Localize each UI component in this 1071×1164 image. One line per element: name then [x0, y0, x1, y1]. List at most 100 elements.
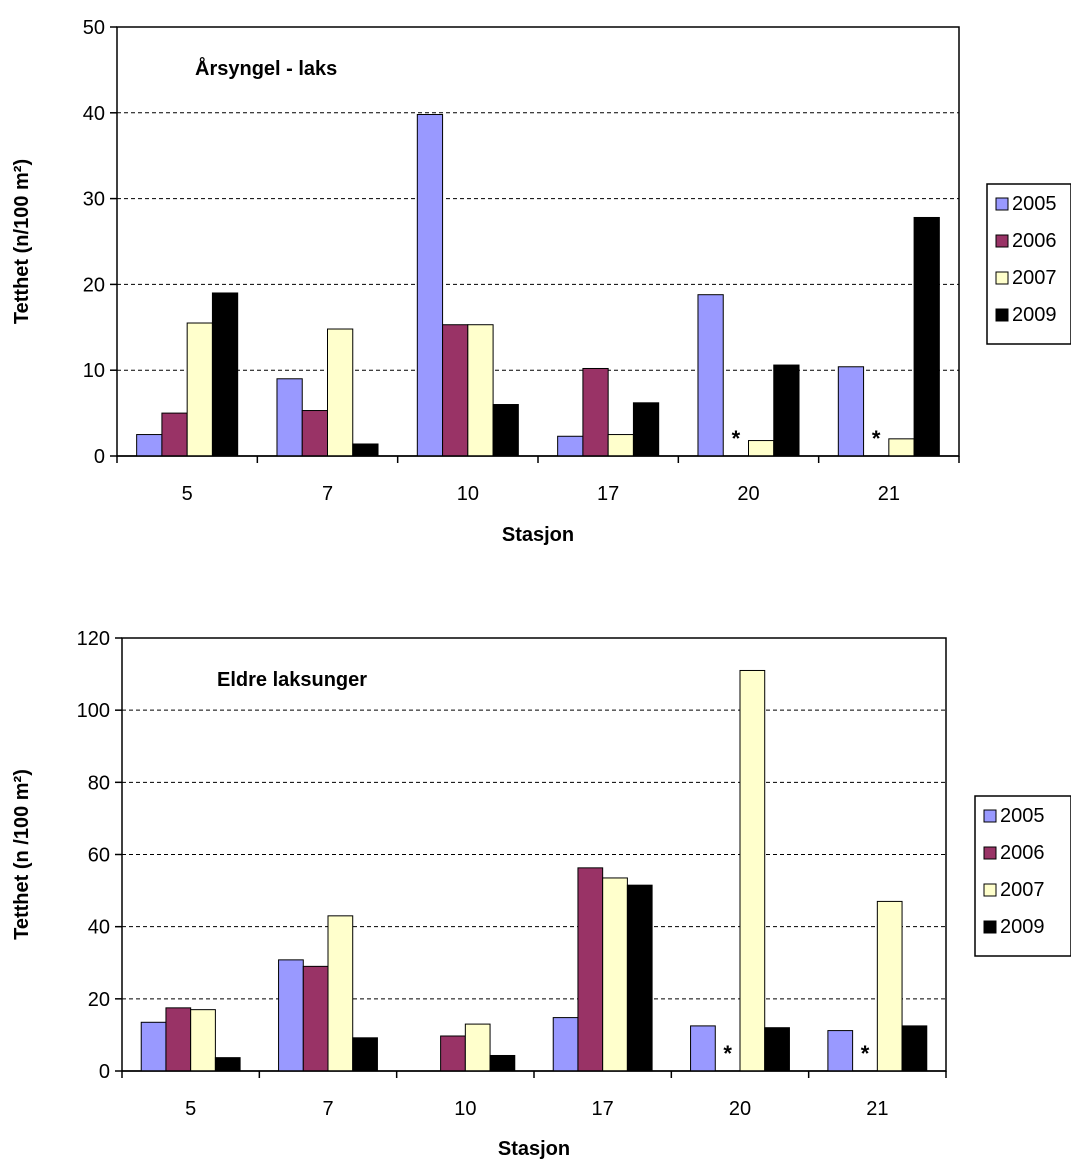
bar-2006-7	[302, 965, 329, 1072]
bar-2009-7	[352, 443, 379, 457]
x-tick-label: 5	[185, 1098, 196, 1120]
bar-2006-10	[442, 324, 469, 457]
bar-2007-5	[186, 322, 213, 457]
bar-2009-20	[773, 364, 800, 457]
legend: 2005 2006 2007 2009	[974, 795, 1071, 957]
y-tick-label: 80	[88, 772, 110, 794]
legend-swatch-2005	[995, 197, 1009, 211]
chart-1: 0 10 20 30 40 50 5 7 10 17 20 21 * * Årsyngel - laks St…	[11, 17, 1071, 546]
y-tick-label: 20	[83, 274, 105, 296]
bar-2005-17	[552, 1017, 579, 1072]
bar-2005-21	[837, 366, 865, 457]
bar-2005-5	[140, 1021, 167, 1072]
y-tick-label: 120	[77, 628, 110, 650]
x-tick-label: 7	[322, 483, 333, 505]
bar-2007-21	[888, 438, 915, 457]
x-tick-label: 10	[454, 1098, 476, 1120]
legend-label-2009: 2009	[1012, 304, 1057, 326]
legend-label-2007: 2007	[1000, 879, 1045, 901]
legend-label-2006: 2006	[1000, 842, 1045, 864]
legend-swatch-2007	[995, 271, 1009, 285]
legend-swatch-2007	[983, 883, 997, 897]
bar-2005-7	[276, 378, 303, 457]
legend-label-2009: 2009	[1000, 916, 1045, 938]
y-tick-label: 10	[83, 360, 105, 382]
chart-title: Eldre laksunger	[217, 669, 367, 691]
bar-2006-17	[582, 367, 609, 457]
x-tick-label: 5	[182, 483, 193, 505]
bar-2009-10	[492, 404, 519, 457]
x-axis-label: Stasjon	[502, 524, 574, 546]
legend-label-2005: 2005	[1000, 805, 1045, 827]
bar-2005-21	[827, 1030, 854, 1072]
plot-area	[116, 26, 960, 457]
legend: 2005 2006 2007 2009	[986, 183, 1071, 345]
legend-swatch-2006	[983, 846, 997, 860]
y-tick-label: 40	[88, 917, 110, 939]
y-tick-label: 100	[77, 700, 110, 722]
legend-swatch-2006	[995, 234, 1009, 248]
y-tick-label: 20	[88, 989, 110, 1011]
legend-swatch-2005	[983, 809, 997, 823]
y-tick-label: 60	[88, 845, 110, 867]
bar-2007-7	[327, 328, 354, 457]
x-tick-label: 17	[592, 1098, 614, 1120]
y-tick-label: 30	[83, 189, 105, 211]
bar-2006-17	[577, 867, 604, 1072]
bar-2005-17	[557, 435, 584, 457]
bar-2009-5	[214, 1057, 241, 1072]
bar-2009-10	[489, 1054, 516, 1072]
bar-2009-5	[211, 292, 239, 457]
bar-2009-17	[632, 402, 660, 457]
bar-2007-20	[739, 669, 766, 1072]
bar-2005-5	[136, 434, 163, 457]
chart-title: Årsyngel - laks	[195, 56, 337, 80]
bar-2009-20	[764, 1027, 790, 1072]
legend-label-2005: 2005	[1012, 193, 1057, 215]
y-tick-label: 0	[99, 1061, 110, 1083]
missing-data-marker: *	[861, 1041, 870, 1066]
chart-2: 0 20 40 60 80 100 120 5 7 10 17 20 21 * * Eldre laksung…	[11, 628, 1071, 1160]
bar-2007-17	[607, 434, 634, 457]
y-axis-label: Tetthet (n /100 m²)	[11, 769, 33, 940]
bar-2007-21	[876, 900, 903, 1072]
bar-2005-20	[690, 1025, 716, 1072]
bar-2007-20	[748, 440, 775, 457]
bar-2005-10	[416, 114, 444, 457]
legend-label-2006: 2006	[1012, 230, 1057, 252]
missing-data-marker: *	[872, 426, 881, 451]
bar-2006-7	[301, 410, 328, 457]
y-tick-label: 0	[94, 446, 105, 468]
bar-2007-7	[327, 915, 354, 1072]
x-tick-label: 20	[737, 483, 759, 505]
bar-2007-5	[190, 1009, 216, 1072]
legend-swatch-2009	[995, 308, 1009, 322]
x-tick-label: 21	[878, 483, 900, 505]
missing-data-marker: *	[723, 1041, 732, 1066]
x-tick-label: 17	[597, 483, 619, 505]
bar-2006-5	[165, 1007, 192, 1072]
bar-2006-10	[440, 1035, 466, 1072]
legend-label-2007: 2007	[1012, 267, 1057, 289]
y-tick-label: 50	[83, 17, 105, 39]
bar-2009-21	[901, 1025, 928, 1072]
bar-2009-7	[352, 1037, 378, 1072]
x-tick-label: 21	[866, 1098, 888, 1120]
bar-2009-17	[626, 884, 653, 1072]
x-tick-label: 20	[729, 1098, 751, 1120]
x-tick-label: 7	[322, 1098, 333, 1120]
missing-data-marker: *	[732, 426, 741, 451]
x-tick-label: 10	[457, 483, 479, 505]
y-tick-label: 40	[83, 103, 105, 125]
bar-2005-20	[697, 294, 724, 457]
bar-2007-10	[464, 1023, 491, 1072]
bar-2007-17	[602, 877, 628, 1072]
bar-2009-21	[913, 216, 940, 457]
bar-2006-5	[161, 412, 188, 457]
x-axis-label: Stasjon	[498, 1138, 570, 1160]
bar-2005-7	[278, 959, 304, 1072]
bar-2007-10	[467, 324, 494, 457]
legend-swatch-2009	[983, 920, 997, 934]
y-axis-label: Tetthet (n/100 m²)	[11, 159, 33, 324]
